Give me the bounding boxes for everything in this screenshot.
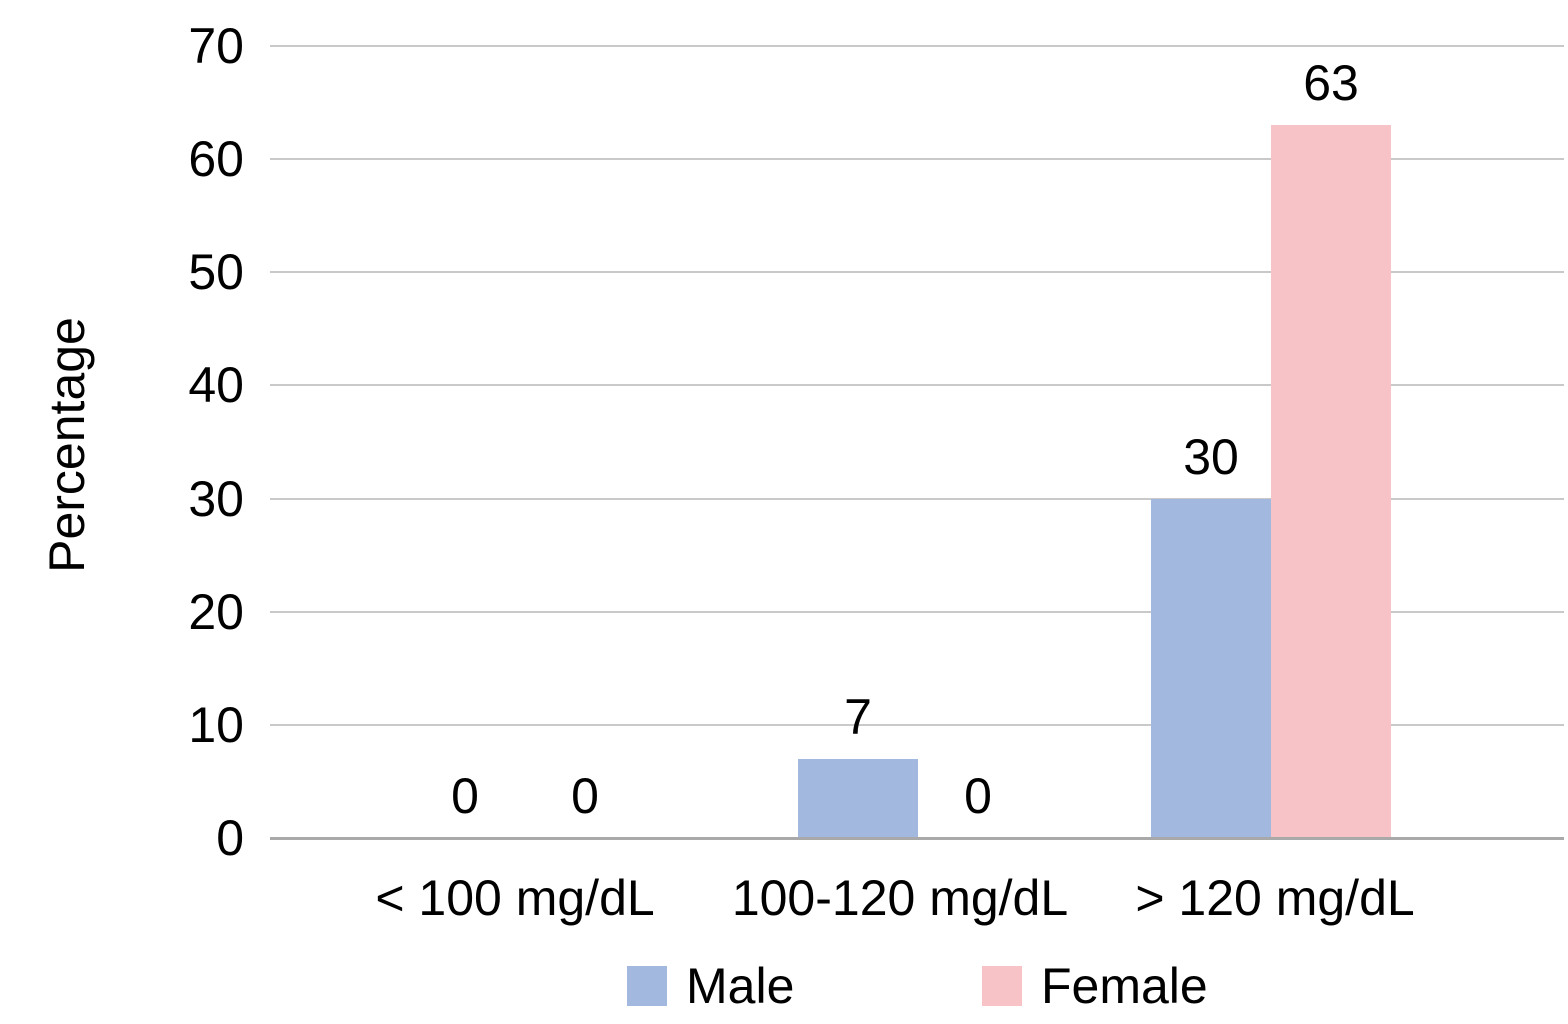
gridline-70 [270, 45, 1564, 47]
male-bar-2 [1151, 498, 1271, 838]
legend-male-label: Male [686, 958, 795, 1014]
gridline-40 [270, 384, 1564, 387]
x-axis-line [270, 837, 1564, 840]
gridline-10 [270, 723, 1564, 726]
y-tick-label-40: 40 [188, 357, 244, 414]
male-value-label-2: 30 [1183, 428, 1239, 485]
gridline-60 [270, 158, 1564, 161]
y-tick-label-20: 20 [188, 583, 244, 640]
female-value-label-0: 0 [571, 768, 599, 824]
y-tick-label-70: 70 [188, 18, 244, 74]
x-category-label-1: 100-120 mg/dL [731, 870, 1069, 926]
gridline-50 [270, 271, 1564, 274]
gridline-20 [270, 610, 1564, 613]
y-tick-label-50: 50 [188, 244, 244, 301]
legend-male-swatch [627, 966, 667, 1006]
y-tick-label-60: 60 [188, 131, 244, 188]
female-value-label-2: 63 [1303, 55, 1359, 112]
legend-item-male: Male [627, 956, 794, 1016]
gridline-30 [270, 497, 1564, 500]
y-tick-label-10: 10 [188, 696, 244, 753]
legend-female-label: Female [1041, 958, 1208, 1014]
male-value-label-0: 0 [451, 768, 479, 824]
x-category-label-2: > 120 mg/dL [1135, 870, 1415, 926]
male-value-label-1: 7 [844, 688, 872, 745]
male-bar-1 [798, 758, 918, 838]
y-tick-label-0: 0 [216, 810, 244, 866]
legend-item-female: Female [982, 956, 1208, 1016]
y-axis-title: Percentage [39, 317, 95, 573]
female-bar-2 [1271, 125, 1391, 838]
legend-female-swatch [982, 966, 1022, 1006]
x-category-label-0: < 100 mg/dL [375, 870, 655, 926]
y-tick-label-30: 30 [188, 470, 244, 527]
female-value-label-1: 0 [964, 768, 992, 824]
